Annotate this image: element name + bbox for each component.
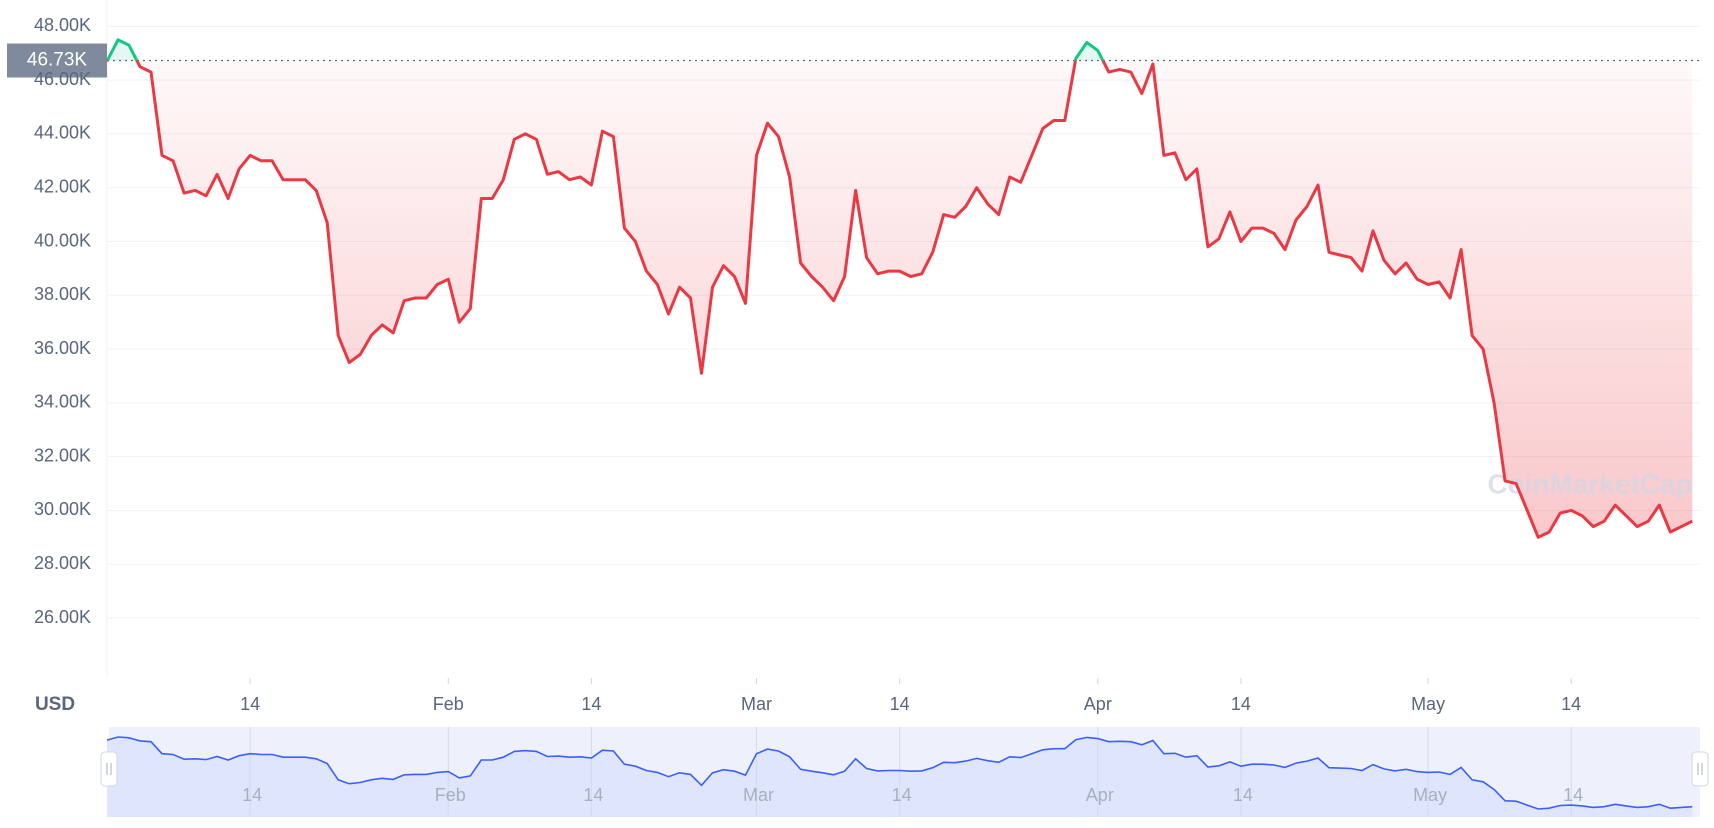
x-tick-label: Apr <box>1084 694 1112 714</box>
x-tick-label: 14 <box>581 694 601 714</box>
y-tick-label: 32.00K <box>34 445 91 465</box>
watermark: CoinMarketCap <box>1487 468 1692 499</box>
navigator-tick-label: Feb <box>435 785 466 805</box>
reference-label: 46.73K <box>27 50 88 71</box>
navigator-tick-label: 14 <box>892 785 912 805</box>
reference-label-box <box>7 43 107 78</box>
lines: 46.73K <box>7 38 1700 539</box>
x-tick-label: May <box>1411 694 1445 714</box>
axis: 26.00K 28.00K 30.00K 32.00K 34.00K 36.00K 38.0… <box>34 15 1581 714</box>
y-tick-label: 48.00K <box>34 15 91 35</box>
x-tick-label: Mar <box>741 694 772 714</box>
y-tick-label: 28.00K <box>34 553 91 573</box>
navigator-tick-label: 14 <box>1563 785 1583 805</box>
x-tick-label: 14 <box>1231 694 1251 714</box>
navigator-handle[interactable] <box>1691 751 1709 787</box>
x-tick-label: Feb <box>433 694 464 714</box>
x-tick-label: 14 <box>1561 694 1581 714</box>
y-tick-label: 26.00K <box>34 607 91 627</box>
y-tick-label: 38.00K <box>34 284 91 304</box>
navigator-tick-label: Mar <box>743 785 774 805</box>
area <box>107 39 1693 538</box>
y-tick-label: 46.00K <box>34 69 91 89</box>
y-tick-label: 30.00K <box>34 499 91 519</box>
x-tick-label: 14 <box>890 694 910 714</box>
navigator-line <box>106 736 1693 810</box>
currency-label: USD <box>35 694 75 715</box>
navigator[interactable]: 14 Feb 14 Mar 14 Apr 14 May 14 <box>100 727 1709 817</box>
x-tick-label: 14 <box>240 694 260 714</box>
navigator-tick-label: 14 <box>242 785 262 805</box>
navigator-tick-label: 14 <box>1233 785 1253 805</box>
navigator-handle[interactable] <box>100 751 118 787</box>
y-tick-label: 36.00K <box>34 338 91 358</box>
navigator-tick-label: May <box>1413 785 1447 805</box>
y-tick-label: 40.00K <box>34 230 91 250</box>
y-tick-label: 44.00K <box>34 123 91 143</box>
y-tick-label: 34.00K <box>34 392 91 412</box>
area-down <box>107 60 1693 538</box>
price-line-down <box>105 60 1693 539</box>
navigator-tick-label: 14 <box>583 785 603 805</box>
y-tick-label: 42.00K <box>34 176 91 196</box>
navigator-tick-label: Apr <box>1086 785 1114 805</box>
